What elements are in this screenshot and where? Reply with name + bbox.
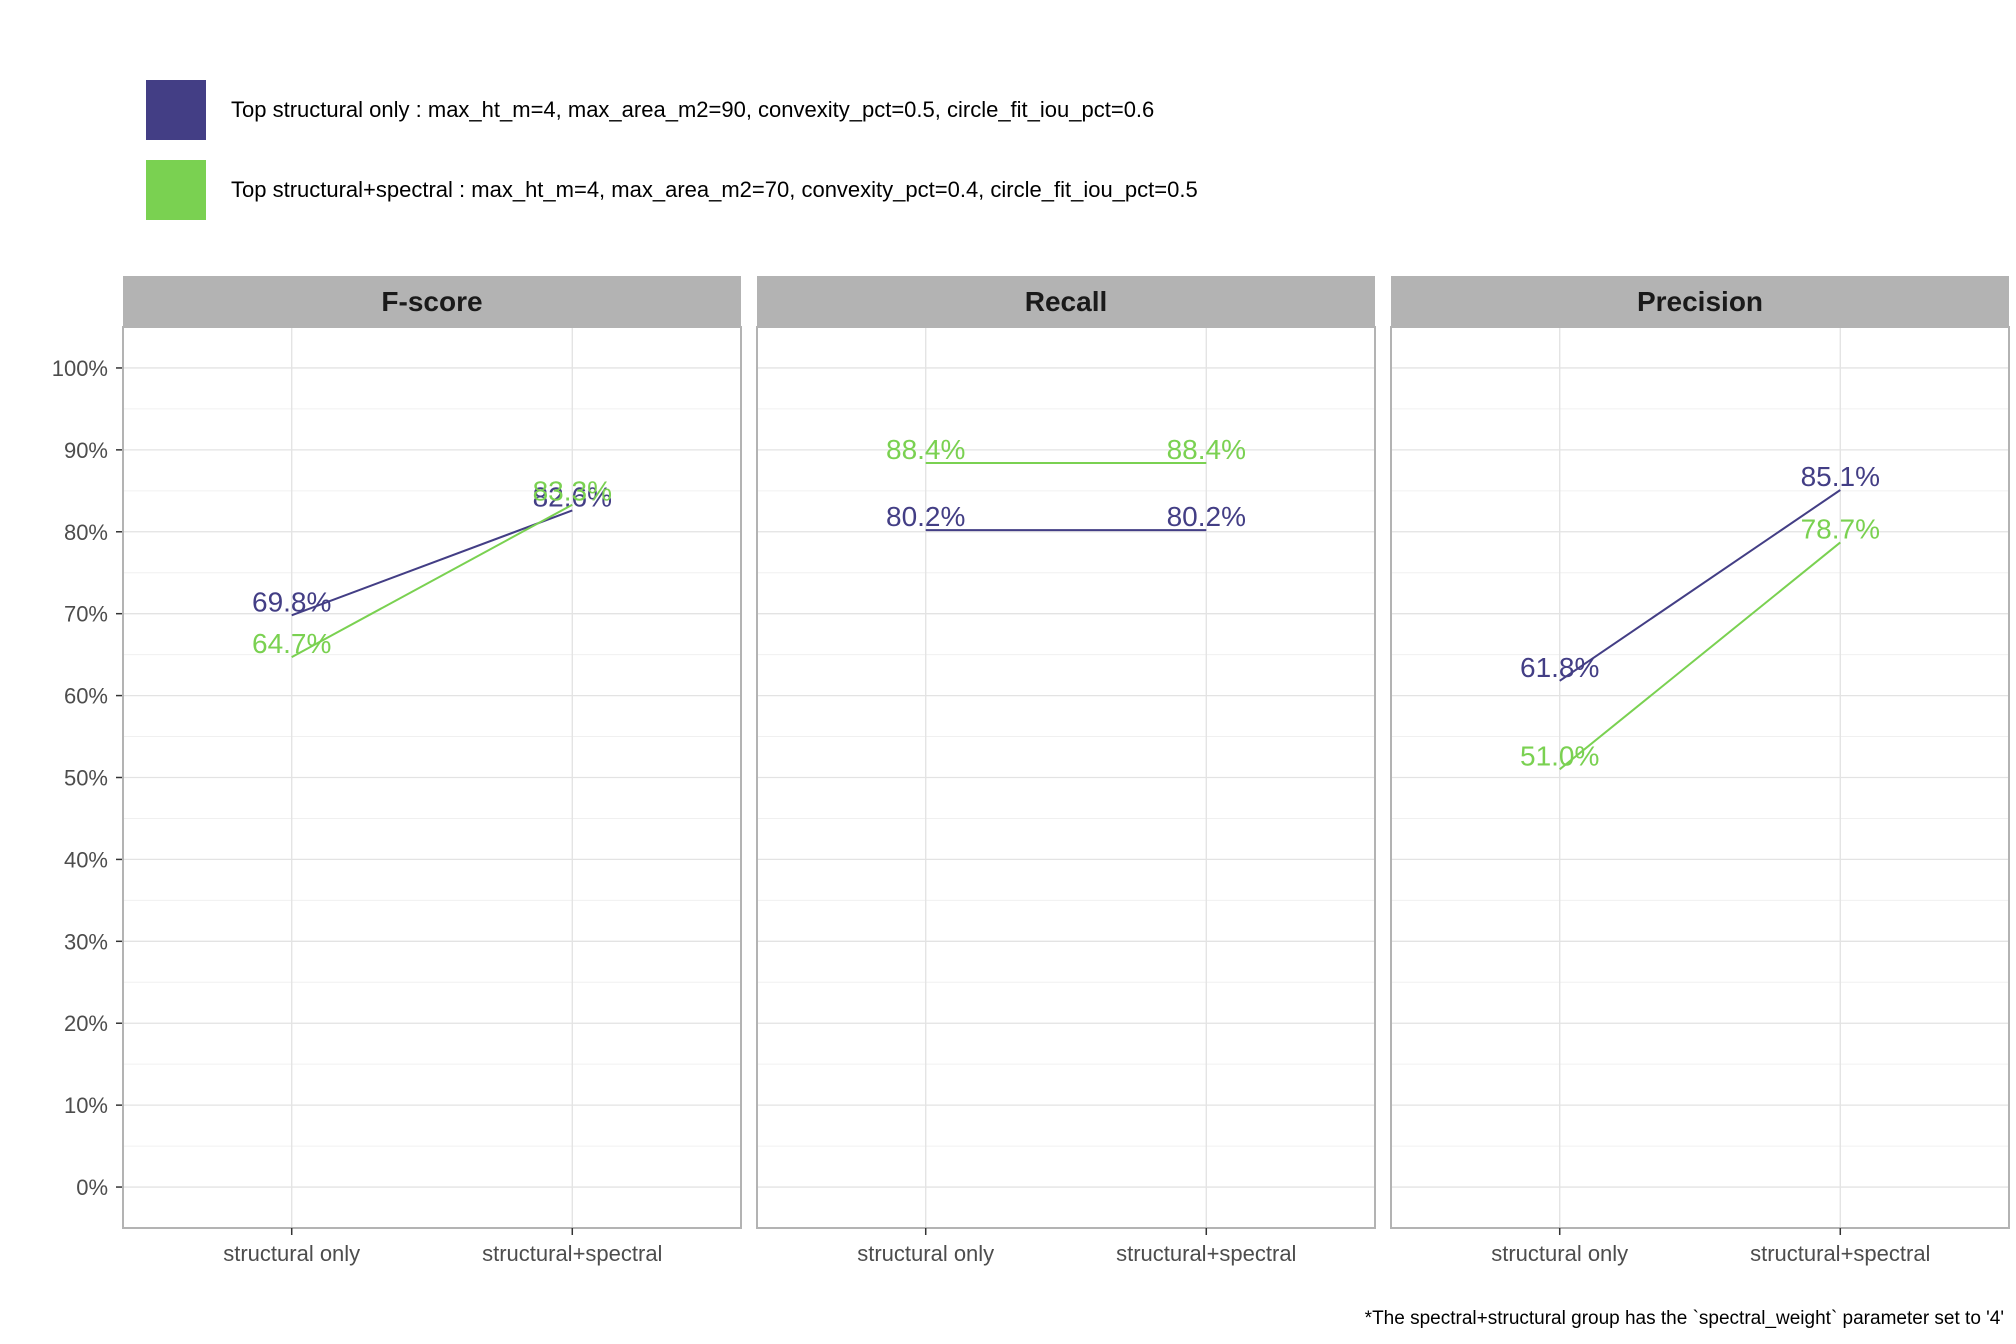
data-label-precision-structural-spectral: 51.0% bbox=[1520, 740, 1599, 771]
facet-title-precision: Precision bbox=[1637, 286, 1763, 317]
data-label-precision-structural-spectral: 78.7% bbox=[1801, 513, 1880, 544]
data-label-recall-structural-spectral: 88.4% bbox=[1167, 434, 1246, 465]
panel-border-precision bbox=[1390, 326, 2010, 1229]
footnote: *The spectral+structural group has the `… bbox=[1364, 1308, 2004, 1329]
data-label-recall-structural-spectral: 88.4% bbox=[886, 434, 965, 465]
y-tick-label: 80% bbox=[64, 520, 108, 545]
y-tick-label: 10% bbox=[64, 1093, 108, 1118]
y-tick-label: 70% bbox=[64, 602, 108, 627]
legend-label-structural-spectral: Top structural+spectral : max_ht_m=4, ma… bbox=[231, 177, 1198, 202]
data-label-f-score-structural-spectral: 83.3% bbox=[533, 476, 612, 507]
panel-border-recall bbox=[756, 326, 1376, 1229]
data-label-f-score-structural-only: 82.6% bbox=[533, 481, 612, 512]
legend-label-structural-only: Top structural only : max_ht_m=4, max_ar… bbox=[231, 97, 1155, 122]
y-tick-label: 100% bbox=[52, 356, 108, 381]
legend-swatch-structural-spectral bbox=[146, 160, 206, 220]
data-label-precision-structural-only: 61.8% bbox=[1520, 652, 1599, 683]
facet-strip-f-score bbox=[123, 276, 741, 327]
legend-swatch-structural-only bbox=[146, 80, 206, 140]
data-label-recall-structural-only: 80.2% bbox=[1167, 501, 1246, 532]
facet-title-recall: Recall bbox=[1025, 286, 1108, 317]
series-line-f-score-structural-spectral bbox=[291, 503, 573, 658]
y-tick-label: 40% bbox=[64, 847, 108, 872]
facet-strip-precision bbox=[1391, 276, 2009, 327]
y-tick-label: 0% bbox=[76, 1175, 108, 1200]
x-tick-label: structural only bbox=[1491, 1241, 1628, 1266]
x-tick-label: structural only bbox=[223, 1241, 360, 1266]
data-label-f-score-structural-spectral: 64.7% bbox=[252, 628, 331, 659]
series-line-f-score-structural-only bbox=[291, 509, 573, 617]
series-line-precision-structural-spectral bbox=[1559, 541, 1841, 771]
x-tick-label: structural only bbox=[857, 1241, 994, 1266]
y-tick-label: 30% bbox=[64, 929, 108, 954]
y-tick-label: 20% bbox=[64, 1011, 108, 1036]
data-label-f-score-structural-only: 69.8% bbox=[252, 586, 331, 617]
panel-border-f-score bbox=[122, 326, 742, 1229]
data-label-recall-structural-only: 80.2% bbox=[886, 501, 965, 532]
series-line-precision-structural-only bbox=[1559, 489, 1841, 682]
data-label-precision-structural-only: 85.1% bbox=[1801, 461, 1880, 492]
facet-strip-recall bbox=[757, 276, 1375, 327]
x-tick-label: structural+spectral bbox=[1750, 1241, 1930, 1266]
y-tick-label: 90% bbox=[64, 438, 108, 463]
y-tick-label: 60% bbox=[64, 684, 108, 709]
legend-item-structural-only: Top structural only : max_ht_m=4, max_ar… bbox=[146, 80, 1346, 140]
x-tick-label: structural+spectral bbox=[1116, 1241, 1296, 1266]
facet-title-f-score: F-score bbox=[381, 286, 482, 317]
legend-item-structural-spectral: Top structural+spectral : max_ht_m=4, ma… bbox=[146, 160, 1346, 220]
x-tick-label: structural+spectral bbox=[482, 1241, 662, 1266]
y-tick-label: 50% bbox=[64, 766, 108, 791]
